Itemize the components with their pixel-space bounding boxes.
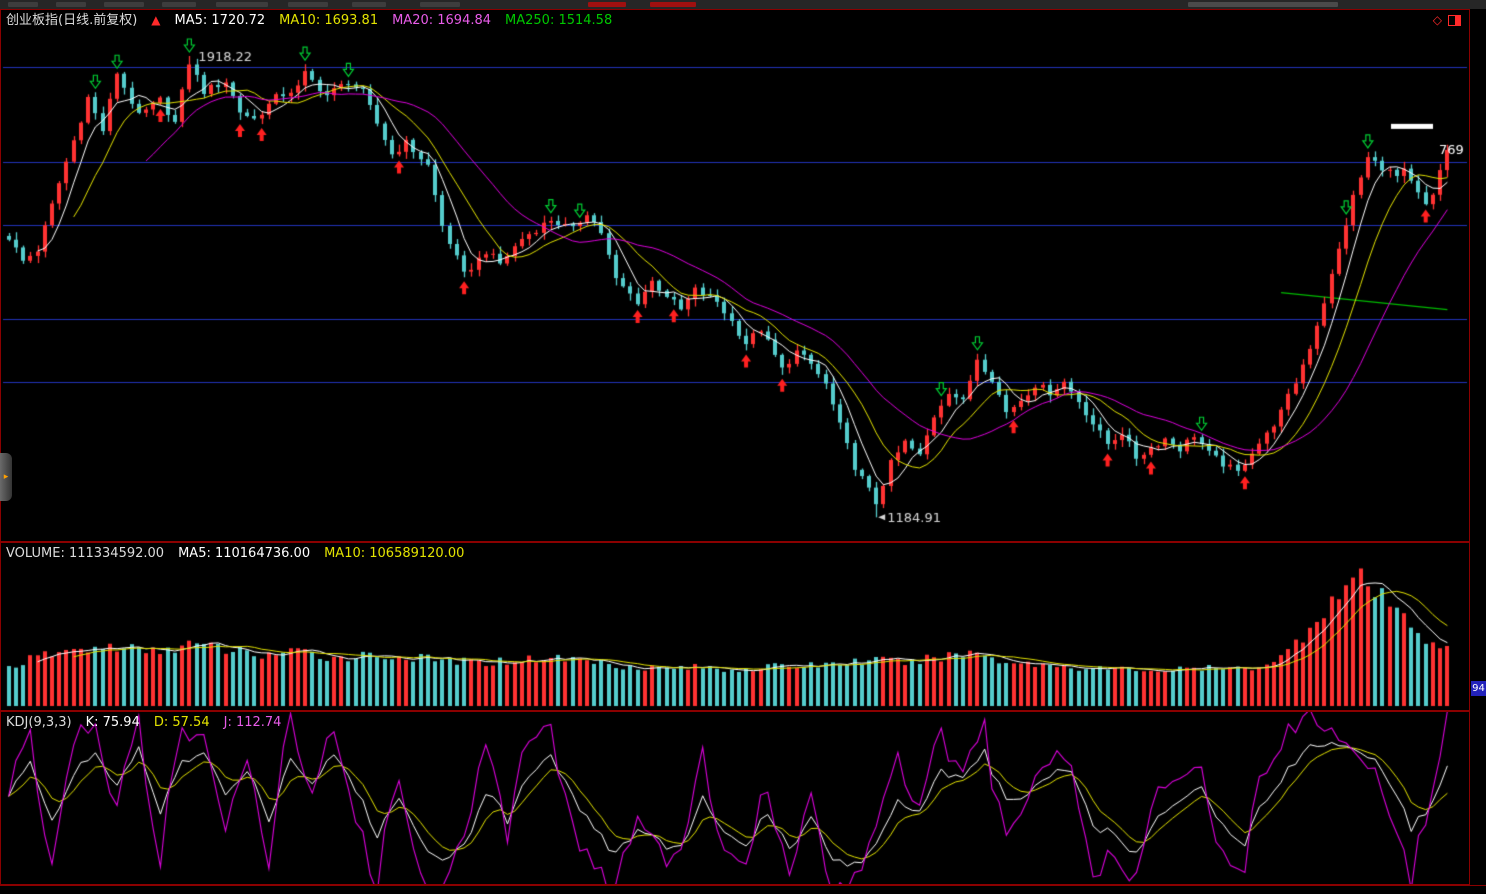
kdj-k-readout: K: 75.94 <box>85 715 140 730</box>
menu-item-fragment <box>352 2 386 7</box>
kdj-j-readout: J: 112.74 <box>223 715 282 730</box>
kdj-indicator-name: KDJ(9,3,3) <box>6 715 72 730</box>
menu-item-fragment <box>216 2 268 7</box>
ma250-readout: MA250: 1514.58 <box>505 13 613 28</box>
menu-item-fragment <box>56 2 86 7</box>
volume-axis-label: 94 <box>1471 681 1486 696</box>
volume-header: VOLUME: 111334592.00 MA5: 110164736.00 M… <box>6 546 464 561</box>
volume-panel: VOLUME: 111334592.00 MA5: 110164736.00 M… <box>0 542 1470 711</box>
right-edge-column: 94 <box>1470 9 1486 894</box>
menu-item-fragment <box>162 2 196 7</box>
main-chart-header: 创业板指(日线.前复权) ▲ MA5: 1720.72 MA10: 1693.8… <box>6 13 612 28</box>
volume-ma5-readout: MA5: 110164736.00 <box>178 546 311 561</box>
instrument-title: 创业板指(日线.前复权) <box>6 13 138 28</box>
menu-bar[interactable] <box>0 0 1486 9</box>
menu-item-fragment <box>8 2 38 7</box>
ma10-readout: MA10: 1693.81 <box>279 13 379 28</box>
bottom-strip <box>0 885 1486 894</box>
ma20-readout: MA20: 1694.84 <box>392 13 492 28</box>
main-chart-panel: 创业板指(日线.前复权) ▲ MA5: 1720.72 MA10: 1693.8… <box>0 9 1470 542</box>
sidebar-toggle[interactable]: ▸ <box>0 453 12 501</box>
volume-chart-canvas[interactable] <box>1 543 1469 710</box>
sidebar-toggle-arrow-icon: ▸ <box>3 472 9 482</box>
menu-item-fragment <box>420 2 460 7</box>
kdj-header: KDJ(9,3,3) K: 75.94 D: 57.54 J: 112.74 <box>6 715 281 730</box>
ma5-readout: MA5: 1720.72 <box>174 13 266 28</box>
menu-item-fragment <box>288 2 328 7</box>
toolbar-button-fragment[interactable] <box>588 2 626 7</box>
menu-item-fragment <box>1188 2 1338 7</box>
kdj-panel: KDJ(9,3,3) K: 75.94 D: 57.54 J: 112.74 <box>0 711 1470 885</box>
main-header-icons: ◇ <box>1433 13 1461 27</box>
diamond-icon[interactable]: ◇ <box>1432 13 1442 27</box>
panel-split-icon[interactable] <box>1448 14 1461 26</box>
menu-item-fragment <box>104 2 144 7</box>
volume-readout: VOLUME: 111334592.00 <box>6 546 165 561</box>
up-arrow-icon: ▲ <box>151 13 161 27</box>
volume-ma10-readout: MA10: 106589120.00 <box>324 546 465 561</box>
kdj-d-readout: D: 57.54 <box>153 715 210 730</box>
main-chart-canvas[interactable] <box>1 10 1469 541</box>
kdj-chart-canvas[interactable] <box>1 712 1469 884</box>
toolbar-button-fragment[interactable] <box>650 2 696 7</box>
